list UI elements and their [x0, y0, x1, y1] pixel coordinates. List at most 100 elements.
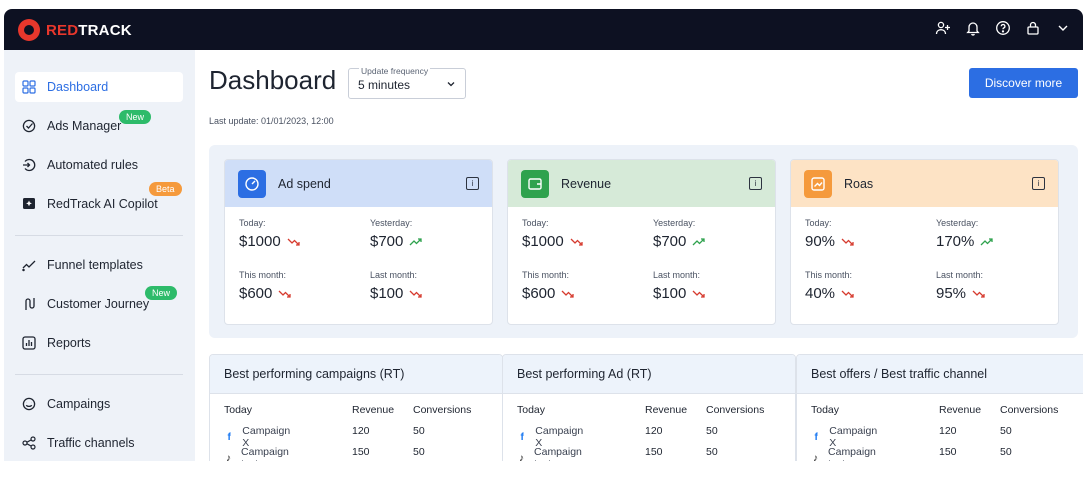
sidebar-item-funnel-templates[interactable]: Funnel templates — [15, 250, 183, 280]
logo-text-white: TRACK — [78, 21, 132, 39]
stat-value: 40% — [805, 285, 836, 302]
sidebar-divider — [15, 374, 183, 375]
bell-icon[interactable] — [965, 20, 981, 36]
trend-down-icon — [409, 290, 423, 298]
sidebar-item-automated-rules[interactable]: Automated rules — [15, 150, 183, 180]
update-frequency-select[interactable]: Update frequency 5 minutes — [348, 66, 466, 99]
stat-value: $600 — [239, 285, 273, 302]
last-update-text: Last update: 01/01/2023, 12:00 — [209, 116, 334, 126]
stat-last-month: Last month: 95% — [936, 270, 986, 302]
gauge-icon — [238, 169, 266, 198]
revenue-value: 150 — [645, 446, 663, 458]
stat-value: $100 — [653, 285, 687, 302]
table-title: Best offers / Best traffic channel — [797, 355, 1083, 394]
conversions-value: 50 — [413, 425, 425, 437]
stat-last-month: Last month: $100 — [653, 270, 706, 302]
grid-icon — [22, 80, 36, 94]
stat-value: 90% — [805, 233, 836, 250]
column-header: Today — [224, 404, 253, 416]
stat-label: Today: — [239, 218, 266, 228]
sidebar-item-reports[interactable]: Reports — [15, 328, 183, 358]
journey-icon — [22, 297, 36, 311]
column-header: Conversions — [706, 404, 765, 416]
stat-value: 170% — [936, 233, 975, 250]
stat-label: This month: — [522, 270, 570, 280]
trend-up-icon — [980, 237, 994, 245]
redtrack-logo[interactable]: REDTRACK — [18, 19, 132, 41]
help-icon[interactable] — [995, 20, 1011, 36]
stat-yesterday: Yesterday: $700 — [653, 218, 706, 250]
campaign-name: Campaign test — [241, 446, 289, 461]
column-header: Conversions — [1000, 404, 1059, 416]
best-offers-table: Best offers / Best traffic channel Today… — [796, 354, 1083, 461]
stat-last-month: Last month: $100 — [370, 270, 423, 302]
stat-label: Today: — [522, 218, 549, 228]
best-campaigns-table: Best performing campaigns (RT) Today Rev… — [209, 354, 503, 461]
rules-icon — [22, 158, 36, 172]
stat-this-month: This month: 40% — [805, 270, 855, 302]
info-icon[interactable]: i — [749, 177, 762, 190]
stat-value: $700 — [653, 233, 687, 250]
trend-down-icon — [570, 238, 583, 246]
trend-down-icon — [287, 238, 300, 246]
traffic-icon — [22, 436, 36, 450]
stat-this-month: This month: $600 — [522, 270, 575, 302]
campaign-name: Campaign X — [829, 425, 878, 449]
add-user-icon[interactable] — [935, 20, 951, 36]
ai-copilot-icon — [22, 197, 36, 211]
trend-up-icon — [409, 237, 423, 245]
metrics-panel: Ad spend i Today: $1000 Yesterday: $700 Th… — [209, 145, 1078, 338]
stat-today: Today: $1000 — [239, 218, 301, 250]
stat-value: $600 — [522, 285, 556, 302]
wallet-icon — [521, 169, 549, 198]
sidebar-item-traffic-channels[interactable]: Traffic channels — [15, 428, 183, 458]
sidebar-item-label: Customer Journey — [47, 297, 150, 311]
stat-label: Yesterday: — [370, 218, 413, 228]
trend-down-icon — [692, 290, 706, 298]
info-icon[interactable]: i — [466, 177, 479, 190]
column-header: Revenue — [939, 404, 982, 416]
sidebar-item-label: Campaings — [47, 397, 111, 411]
stat-label: Today: — [805, 218, 832, 228]
stat-label: Yesterday: — [936, 218, 979, 228]
sidebar-item-customer-journey[interactable]: Customer Journey — [15, 289, 183, 319]
sidebar-item-redtrack-ai-copilot[interactable]: RedTrack AI Copilot — [15, 189, 183, 219]
trend-up-icon — [692, 237, 706, 245]
lock-icon[interactable] — [1025, 20, 1041, 36]
best-ad-table: Best performing Ad (RT) Today Revenue Co… — [502, 354, 796, 461]
stat-today: Today: $1000 — [522, 218, 584, 250]
sidebar-divider — [15, 235, 183, 236]
facebook-icon: f — [520, 431, 524, 443]
metric-card-ad-spend: Ad spend i Today: $1000 Yesterday: $700 Th… — [224, 159, 493, 325]
sidebar-item-dashboard[interactable]: Dashboard — [15, 72, 183, 102]
facebook-icon: f — [814, 431, 818, 443]
trend-down-icon — [561, 290, 575, 298]
conversions-value: 50 — [1000, 425, 1012, 437]
metric-card-header: Roas i — [791, 160, 1058, 207]
chevron-down-icon[interactable] — [1055, 20, 1071, 36]
table-title: Best performing campaigns (RT) — [210, 355, 502, 394]
info-icon[interactable]: i — [1032, 177, 1045, 190]
stat-label: This month: — [239, 270, 287, 280]
stat-label: Last month: — [936, 270, 984, 280]
column-header: Today — [517, 404, 546, 416]
stat-label: Yesterday: — [653, 218, 696, 228]
revenue-value: 120 — [939, 425, 957, 437]
campaigns-icon — [22, 397, 36, 411]
sidebar-item-label: RedTrack AI Copilot — [47, 197, 158, 211]
app-window: REDTRACK Dashboard — [4, 9, 1083, 461]
trend-down-icon — [972, 290, 985, 298]
metric-title: Roas — [844, 176, 874, 191]
top-bar: REDTRACK — [4, 9, 1083, 50]
revenue-value: 120 — [645, 425, 663, 437]
stat-yesterday: Yesterday: 170% — [936, 218, 994, 250]
discover-more-button[interactable]: Discover more — [969, 68, 1078, 98]
conversions-value: 50 — [1000, 446, 1012, 458]
sidebar-item-ads-manager[interactable]: Ads Manager — [15, 111, 183, 141]
funnel-icon — [22, 258, 36, 272]
update-frequency-value: 5 minutes — [358, 78, 411, 92]
logo-text-red: RED — [46, 21, 79, 39]
stat-yesterday: Yesterday: $700 — [370, 218, 423, 250]
page-title: Dashboard — [209, 65, 337, 95]
sidebar-item-campaings[interactable]: Campaings — [15, 389, 183, 419]
